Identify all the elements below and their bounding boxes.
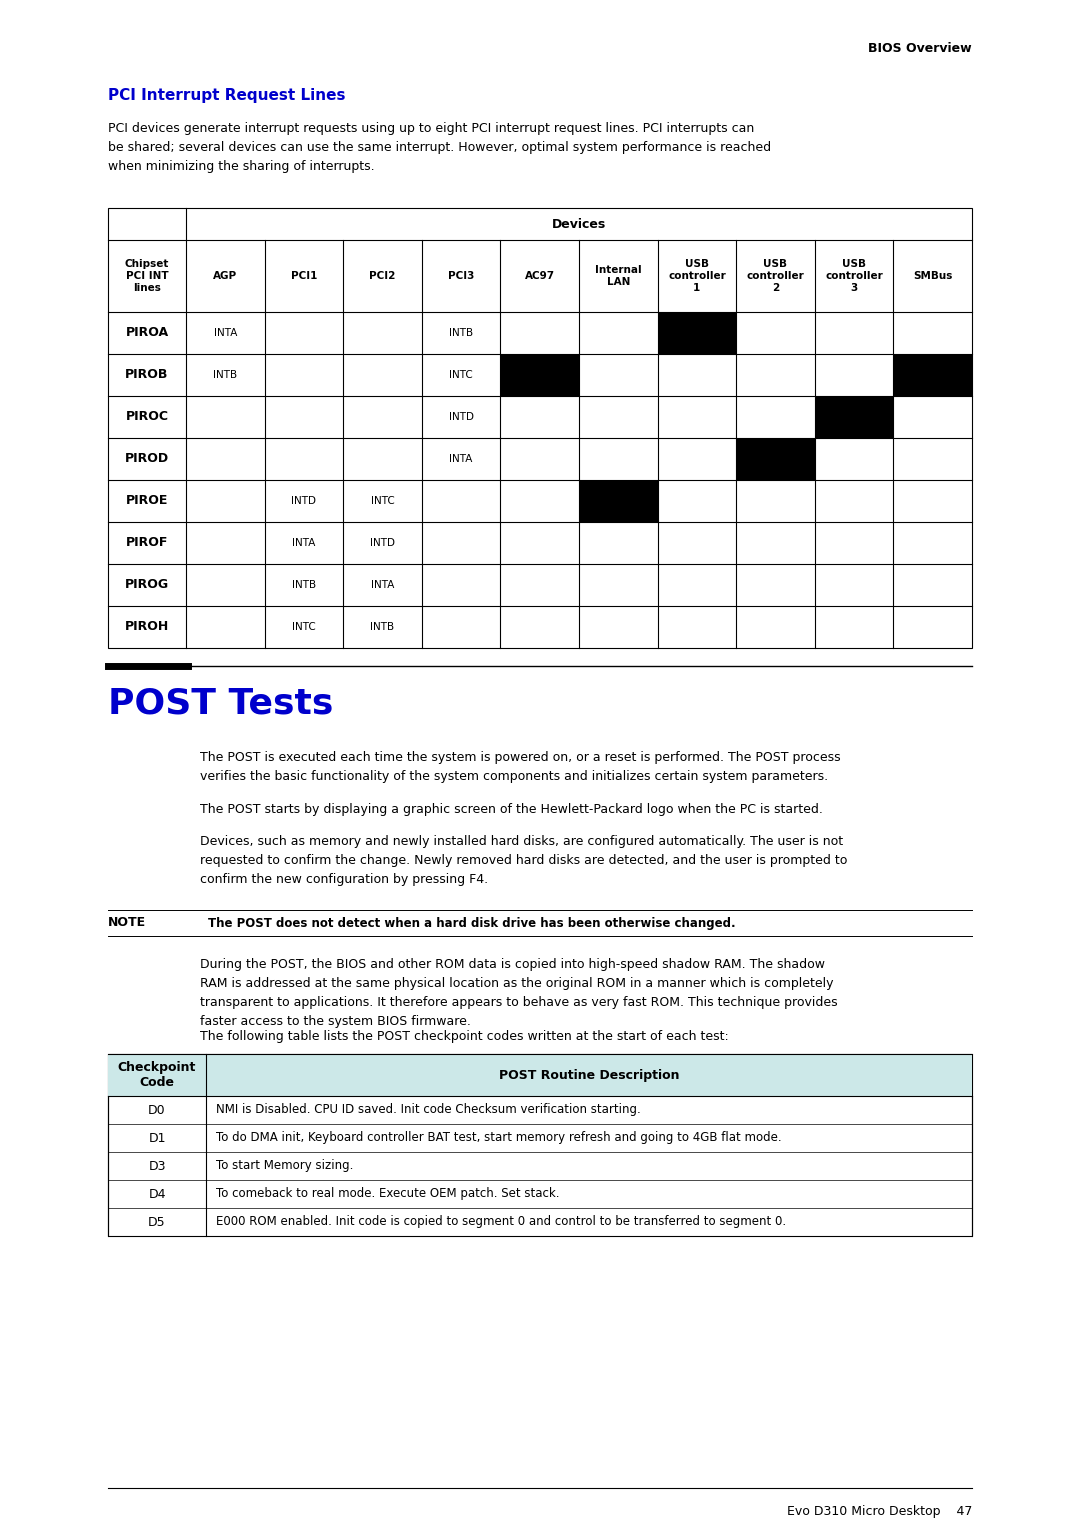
Bar — [893, 354, 972, 396]
Text: The POST starts by displaying a graphic screen of the Hewlett-Packard logo when : The POST starts by displaying a graphic … — [200, 804, 823, 816]
Text: INTA: INTA — [449, 454, 473, 465]
Text: USB
controller
2: USB controller 2 — [746, 258, 805, 293]
Text: To start Memory sizing.: To start Memory sizing. — [216, 1160, 353, 1172]
Text: USB
controller
1: USB controller 1 — [669, 258, 726, 293]
Text: INTC: INTC — [292, 622, 315, 633]
Text: INTB: INTB — [213, 370, 238, 380]
Text: Chipset
PCI INT
lines: Chipset PCI INT lines — [125, 258, 170, 293]
Text: Checkpoint
Code: Checkpoint Code — [118, 1060, 197, 1089]
Text: During the POST, the BIOS and other ROM data is copied into high-speed shadow RA: During the POST, the BIOS and other ROM … — [200, 958, 838, 1028]
Text: PIROA: PIROA — [125, 327, 168, 339]
Text: INTA: INTA — [370, 581, 394, 590]
Text: POST Routine Description: POST Routine Description — [499, 1068, 679, 1082]
Bar — [579, 480, 658, 523]
Bar — [108, 1054, 972, 1096]
Text: D1: D1 — [148, 1132, 165, 1144]
Bar — [500, 354, 579, 396]
Text: INTD: INTD — [292, 497, 316, 506]
Text: INTA: INTA — [293, 538, 315, 549]
Text: INTB: INTB — [292, 581, 316, 590]
Text: PCI devices generate interrupt requests using up to eight PCI interrupt request : PCI devices generate interrupt requests … — [108, 122, 771, 173]
Bar — [814, 396, 893, 439]
Text: NMI is Disabled. CPU ID saved. Init code Checksum verification starting.: NMI is Disabled. CPU ID saved. Init code… — [216, 1103, 640, 1117]
Text: PIROG: PIROG — [125, 579, 170, 591]
Bar — [108, 1054, 972, 1236]
Text: To comeback to real mode. Execute OEM patch. Set stack.: To comeback to real mode. Execute OEM pa… — [216, 1187, 559, 1201]
Text: PIROD: PIROD — [125, 452, 170, 466]
Text: To do DMA init, Keyboard controller BAT test, start memory refresh and going to : To do DMA init, Keyboard controller BAT … — [216, 1132, 782, 1144]
Bar — [658, 312, 737, 354]
Text: Evo D310 Micro Desktop    47: Evo D310 Micro Desktop 47 — [786, 1505, 972, 1517]
Text: INTB: INTB — [370, 622, 394, 633]
Text: INTD: INTD — [370, 538, 395, 549]
Text: D3: D3 — [148, 1160, 165, 1172]
Text: INTD: INTD — [448, 413, 474, 422]
Text: PCI3: PCI3 — [448, 270, 474, 281]
Text: PIROF: PIROF — [125, 536, 168, 550]
Text: PIROB: PIROB — [125, 368, 168, 382]
Text: POST Tests: POST Tests — [108, 686, 334, 720]
Text: SMBus: SMBus — [913, 270, 953, 281]
Text: E000 ROM enabled. Init code is copied to segment 0 and control to be transferred: E000 ROM enabled. Init code is copied to… — [216, 1215, 786, 1229]
Text: BIOS Overview: BIOS Overview — [868, 41, 972, 55]
Text: Internal
LAN: Internal LAN — [595, 264, 642, 287]
Text: PCI2: PCI2 — [369, 270, 395, 281]
Text: The following table lists the POST checkpoint codes written at the start of each: The following table lists the POST check… — [200, 1030, 729, 1044]
Text: AC97: AC97 — [525, 270, 555, 281]
Text: INTB: INTB — [449, 329, 473, 338]
Text: PIROC: PIROC — [125, 411, 168, 423]
Text: NOTE: NOTE — [108, 917, 146, 929]
Text: INTA: INTA — [214, 329, 237, 338]
Text: INTC: INTC — [449, 370, 473, 380]
Text: D5: D5 — [148, 1215, 166, 1229]
Text: Devices: Devices — [552, 217, 606, 231]
Text: The POST does not detect when a hard disk drive has been otherwise changed.: The POST does not detect when a hard dis… — [208, 917, 735, 929]
Text: PCI Interrupt Request Lines: PCI Interrupt Request Lines — [108, 89, 346, 102]
Text: PIROE: PIROE — [125, 495, 168, 507]
Text: D0: D0 — [148, 1103, 166, 1117]
Text: USB
controller
3: USB controller 3 — [825, 258, 883, 293]
Bar — [737, 439, 814, 480]
Text: D4: D4 — [148, 1187, 165, 1201]
Text: Devices, such as memory and newly installed hard disks, are configured automatic: Devices, such as memory and newly instal… — [200, 834, 848, 886]
Text: The POST is executed each time the system is powered on, or a reset is performed: The POST is executed each time the syste… — [200, 750, 840, 782]
Text: AGP: AGP — [213, 270, 238, 281]
Bar — [108, 208, 972, 648]
Text: PIROH: PIROH — [125, 620, 170, 634]
Text: PCI1: PCI1 — [291, 270, 318, 281]
Text: INTC: INTC — [370, 497, 394, 506]
